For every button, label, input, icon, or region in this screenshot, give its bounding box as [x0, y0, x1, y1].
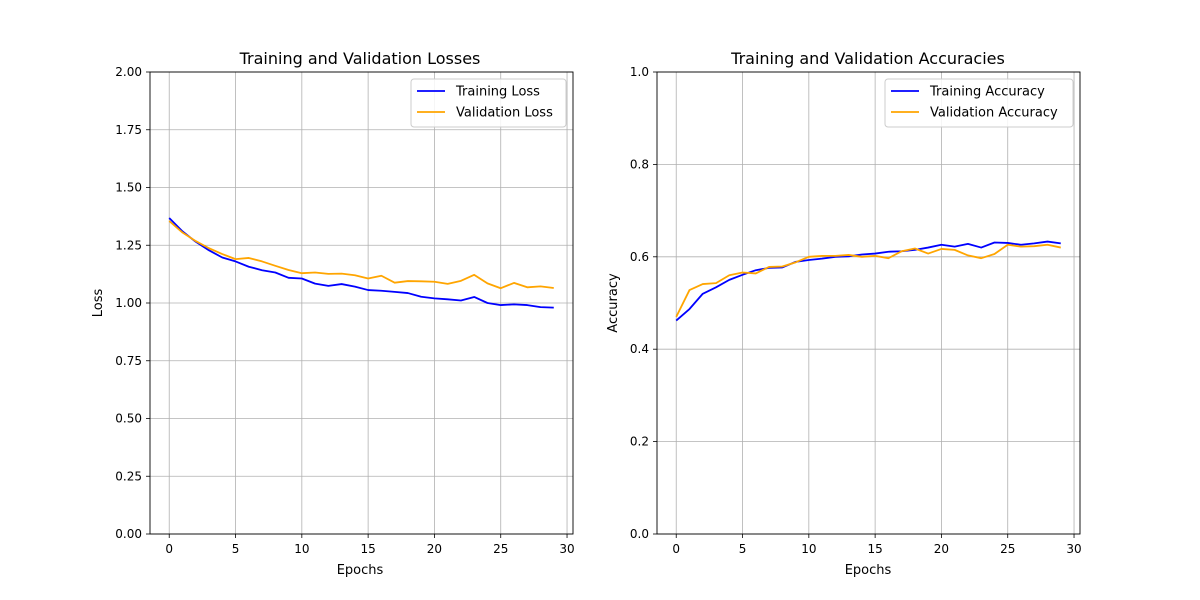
loss-gridlines: [150, 71, 573, 535]
loss-ticks: 0 5 10 15 20 25 30 0.00 0.25 0.50 0.75 1.00 1.25 1.50…: [115, 65, 574, 556]
loss-x-tick-label: 5: [232, 542, 240, 556]
loss-series-line-0: [168, 217, 554, 309]
accuracy-x-tick-label: 15: [867, 542, 882, 556]
accuracy-y-tick-label: 0.4: [630, 342, 649, 356]
loss-x-axis-label: Epochs: [337, 563, 384, 578]
loss-legend-box: [410, 78, 567, 128]
loss-x-tick-label: 10: [294, 542, 309, 556]
accuracy-subplot: Training and Validation Accuracies Epoch…: [606, 49, 1082, 578]
loss-y-tick-label: 1.75: [115, 123, 142, 137]
accuracy-y-tick-label: 0.8: [630, 157, 649, 171]
loss-x-tick-label: 25: [493, 542, 508, 556]
accuracy-legend: Training Accuracy Validation Accuracy: [884, 78, 1074, 128]
accuracy-x-tick-label: 0: [672, 542, 680, 556]
accuracy-y-axis-label: Accuracy: [606, 273, 621, 333]
accuracy-axes-frame: [656, 71, 1081, 535]
accuracy-series-line-0: [675, 240, 1061, 322]
loss-y-tick-label: 0.75: [115, 354, 142, 368]
accuracy-legend-label-1: Validation Accuracy: [930, 106, 1058, 121]
accuracy-x-tick-label: 10: [801, 542, 816, 556]
accuracy-legend-box: [884, 78, 1074, 128]
accuracy-y-tick-label: 1.0: [630, 65, 649, 79]
loss-y-tick-label: 0.00: [115, 527, 142, 541]
loss-chart-title: Training and Validation Losses: [239, 49, 481, 68]
accuracy-chart-title: Training and Validation Accuracies: [730, 49, 1005, 68]
accuracy-x-tick-label: 20: [934, 542, 949, 556]
accuracy-series-lines: [675, 240, 1061, 322]
accuracy-x-tick-label: 5: [739, 542, 747, 556]
loss-x-tick-label: 0: [165, 542, 173, 556]
loss-y-tick-label: 1.50: [115, 181, 142, 195]
accuracy-x-tick-label: 30: [1066, 542, 1081, 556]
loss-y-tick-label: 0.25: [115, 469, 142, 483]
accuracy-ticks: 0 5 10 15 20 25 30 0.0 0.2 0.4 0.6 0.8 1.0: [630, 65, 1082, 556]
accuracy-x-tick-label: 25: [1000, 542, 1015, 556]
loss-y-tick-label: 1.25: [115, 238, 142, 252]
loss-y-tick-label: 1.00: [115, 296, 142, 310]
accuracy-y-tick-label: 0.2: [630, 435, 649, 449]
loss-x-tick-label: 20: [427, 542, 442, 556]
loss-y-tick-label: 0.50: [115, 412, 142, 426]
loss-series-lines: [168, 217, 554, 309]
loss-legend: Training Loss Validation Loss: [410, 78, 567, 128]
loss-legend-label-0: Training Loss: [455, 85, 540, 100]
loss-x-tick-label: 15: [360, 542, 375, 556]
loss-series-line-1: [168, 220, 554, 290]
accuracy-y-tick-label: 0.6: [630, 250, 649, 264]
accuracy-series-line-1: [675, 243, 1061, 318]
loss-y-tick-label: 2.00: [115, 65, 142, 79]
loss-x-tick-label: 30: [559, 542, 574, 556]
accuracy-x-axis-label: Epochs: [845, 563, 892, 578]
loss-legend-label-1: Validation Loss: [456, 106, 553, 121]
accuracy-y-tick-label: 0.0: [630, 527, 649, 541]
accuracy-legend-label-0: Training Accuracy: [929, 85, 1045, 100]
loss-y-axis-label: Loss: [91, 289, 106, 318]
loss-subplot: Training and Validation Losses Epochs Lo…: [91, 49, 575, 578]
